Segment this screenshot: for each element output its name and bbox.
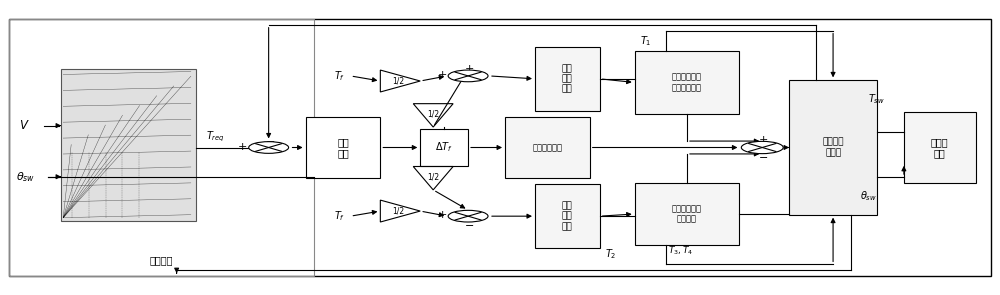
Bar [9,19,314,276]
Text: 驾驶员
模型: 驾驶员 模型 [931,137,949,158]
Text: $T_f$: $T_f$ [334,69,345,83]
Bar [635,51,739,114]
Text: 转矩矢量控制
广义横摆力矩: 转矩矢量控制 广义横摆力矩 [672,73,702,92]
Text: $\theta_{sw}$: $\theta_{sw}$ [16,170,36,183]
Text: $T_1$: $T_1$ [640,34,651,48]
Text: $+$: $+$ [464,63,474,74]
Text: $+$: $+$ [437,209,447,220]
Bar [505,117,590,178]
Text: $T_3,T_4$: $T_3,T_4$ [668,244,693,257]
Text: $T_f$: $T_f$ [334,209,345,223]
Circle shape [448,210,488,222]
Text: $\Delta T_f$: $\Delta T_f$ [435,141,453,154]
Text: 前轮
轮毂
电机: 前轮 轮毂 电机 [562,201,573,231]
Text: $-$: $-$ [265,135,275,145]
Text: $-$: $-$ [758,151,768,161]
Bar [904,112,976,183]
Text: 附加横摆力矩: 附加横摆力矩 [532,143,562,152]
Text: $-$: $-$ [464,219,474,229]
Text: 整车状态: 整车状态 [149,255,173,265]
Text: 转矩矢量控制
后轴分配: 转矩矢量控制 后轴分配 [672,204,702,224]
Bar [535,184,600,248]
Text: $+$: $+$ [237,140,247,152]
Text: 整车动力
学模型: 整车动力 学模型 [822,138,844,157]
Bar [420,129,468,166]
Text: 1/2: 1/2 [392,206,404,216]
Circle shape [741,141,783,154]
Circle shape [448,70,488,82]
Bar [635,183,739,245]
Text: 1/2: 1/2 [392,76,404,86]
Text: $+$: $+$ [437,69,447,80]
Text: $T_{sw}$: $T_{sw}$ [868,92,885,106]
Text: 前轮
轮毂
电机: 前轮 轮毂 电机 [562,64,573,94]
Text: 1/2: 1/2 [427,110,439,119]
Text: 控制
算法: 控制 算法 [337,137,349,158]
Bar [61,69,196,221]
Bar [306,117,380,178]
Bar [9,19,991,276]
Text: 1/2: 1/2 [427,173,439,181]
Text: $\theta_{sw}$: $\theta_{sw}$ [860,189,877,203]
Text: $T_{req}$: $T_{req}$ [206,130,225,145]
Bar [535,47,600,111]
Circle shape [249,142,289,153]
Text: $T_2$: $T_2$ [605,247,616,261]
Text: $+$: $+$ [758,134,768,145]
Bar [789,80,877,215]
Text: $V$: $V$ [19,119,30,132]
